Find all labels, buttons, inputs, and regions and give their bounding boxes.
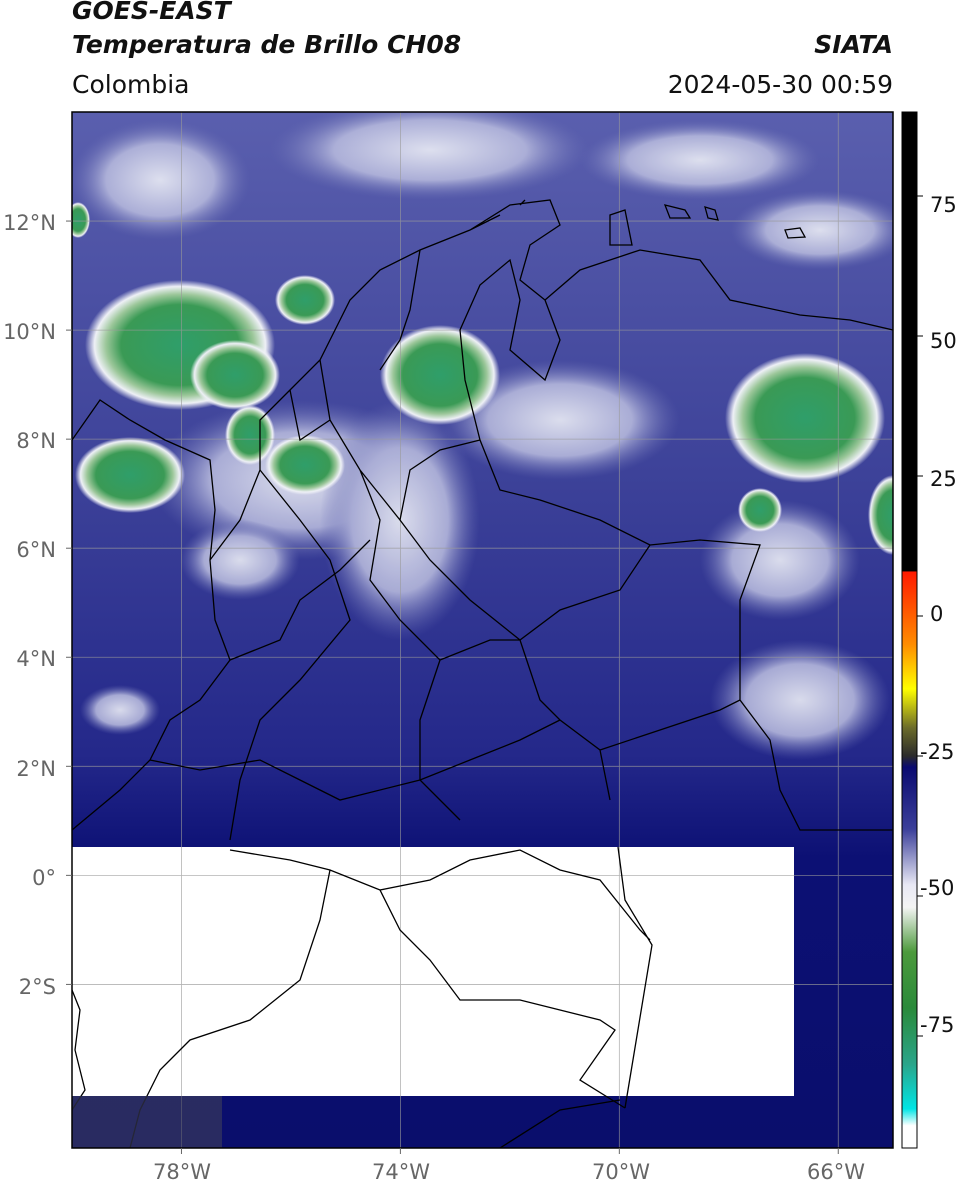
borders xyxy=(72,199,893,1148)
timestamp-label: 2024-05-30 00:59 xyxy=(667,70,893,99)
colorbar-label-75: 75 xyxy=(930,193,957,217)
lat-label-4n: 4°N xyxy=(16,647,56,671)
lat-label-2s: 2°S xyxy=(18,975,56,999)
colorbar-label-25: 25 xyxy=(930,467,957,491)
lon-label-66w: 66°W xyxy=(807,1160,865,1184)
interior-lines xyxy=(149,249,741,841)
dark-patch xyxy=(72,1096,222,1148)
lat-label-8n: 8°N xyxy=(16,429,56,453)
colorbar-label-0: 0 xyxy=(930,602,944,626)
map-frame xyxy=(72,112,893,1148)
map-border xyxy=(71,111,894,1149)
gridlines xyxy=(72,112,893,1148)
lat-label-0: 0° xyxy=(32,866,56,890)
colorbar-label-minus-50: -50 xyxy=(920,876,955,900)
colorbar xyxy=(901,111,918,1149)
lat-label-2n: 2°N xyxy=(16,757,56,781)
southern-borders xyxy=(72,846,653,1148)
satellite-title: GOES-EAST xyxy=(72,0,231,25)
islands xyxy=(519,199,807,246)
lat-label-12n: 12°N xyxy=(3,211,56,235)
agency-label: SIATA xyxy=(814,30,893,59)
colombia-border xyxy=(72,199,893,831)
venezuela-coast xyxy=(544,249,893,331)
axis-ticks xyxy=(66,220,839,1154)
lon-label-74w: 74°W xyxy=(372,1160,430,1184)
product-title: Temperatura de Brillo CH08 xyxy=(72,30,462,59)
colorbar-label-50: 50 xyxy=(930,329,957,353)
region-label: Colombia xyxy=(72,70,190,99)
lon-label-70w: 70°W xyxy=(592,1160,650,1184)
lat-label-10n: 10°N xyxy=(3,320,56,344)
lon-label-78w: 78°W xyxy=(153,1160,211,1184)
no-data-area xyxy=(72,847,794,1096)
colorbar-label-minus-25: -25 xyxy=(920,740,955,764)
lat-label-6n: 6°N xyxy=(16,538,56,562)
colorbar-ticks xyxy=(917,195,923,1037)
colorbar-label-minus-75: -75 xyxy=(920,1013,955,1037)
